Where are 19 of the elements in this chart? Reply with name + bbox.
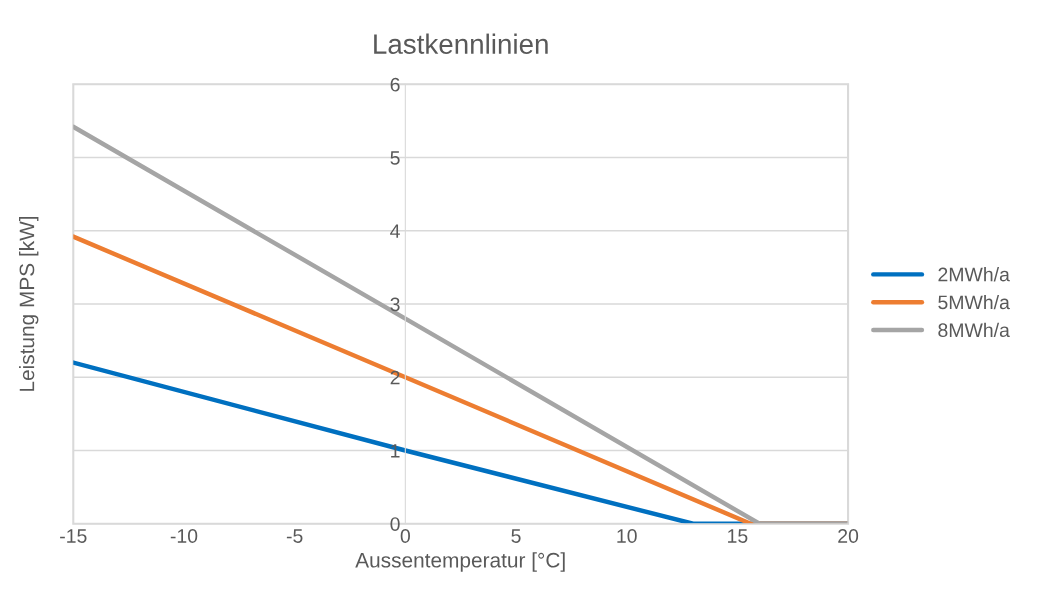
- legend-label: 2MWh/a: [938, 267, 1010, 282]
- x-axis-title: Aussentemperatur [°C]: [355, 552, 565, 572]
- y-tick-label: 0: [390, 517, 400, 531]
- x-tick-label: 0: [400, 529, 410, 543]
- x-tick-label: 15: [728, 529, 748, 543]
- x-tick-label: 5: [511, 529, 521, 543]
- x-tick-label: -5: [286, 529, 303, 543]
- y-tick-label: 6: [390, 77, 400, 92]
- legend-label: 5MWh/a: [938, 294, 1010, 310]
- y-tick-label: 3: [390, 297, 400, 312]
- legend-label: 8MWh/a: [938, 322, 1010, 338]
- x-tick-label: 20: [838, 529, 859, 543]
- y-axis-title: Leistung MPS [kW]: [19, 216, 39, 391]
- x-tick-label: -10: [170, 529, 198, 543]
- x-tick-label: 10: [617, 529, 637, 543]
- x-tick-label: -15: [60, 529, 87, 543]
- y-tick-label: 4: [390, 224, 400, 238]
- y-tick-label: 5: [390, 151, 400, 165]
- chart-title: Lastkennlinien: [374, 33, 548, 54]
